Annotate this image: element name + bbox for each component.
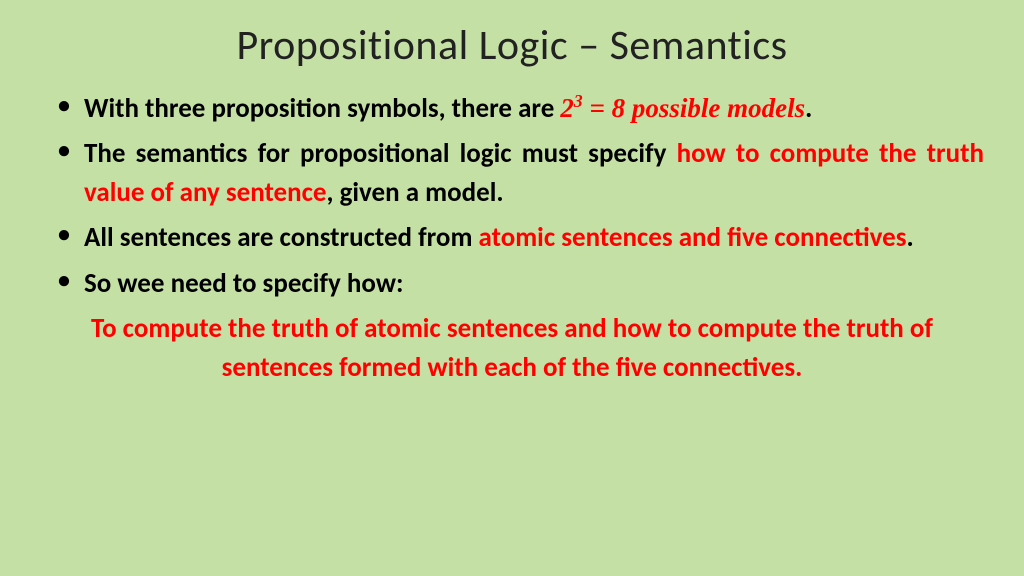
- b1-base: 2: [560, 93, 574, 123]
- b1-exponent: 3: [574, 91, 583, 111]
- b1-result: 8: [612, 93, 632, 123]
- b1-period: .: [805, 92, 812, 125]
- slide-title: Propositional Logic – Semantics: [40, 20, 984, 71]
- bullet-item-1: With three proposition symbols, there ar…: [50, 89, 984, 128]
- b3-lead-text: All sentences are constructed from: [84, 221, 479, 254]
- b4-text: So wee need to specify how:: [84, 267, 403, 300]
- b1-models: possible models: [632, 93, 805, 123]
- b3-highlight: atomic sentences and five connectives: [479, 221, 907, 254]
- bullet-item-3: All sentences are constructed from atomi…: [50, 218, 984, 257]
- bullet-list: With three proposition symbols, there ar…: [50, 89, 984, 303]
- b1-equals: =: [583, 93, 612, 123]
- b2-tail: , given a model.: [327, 176, 504, 209]
- bullet-item-2: The semantics for propositional logic mu…: [50, 134, 984, 212]
- conclusion-text: To compute the truth of atomic sentences…: [50, 309, 974, 387]
- bullet-item-4: So wee need to specify how:: [50, 264, 984, 303]
- b1-lead-text: With three proposition symbols, there ar…: [84, 92, 560, 125]
- b3-period: .: [907, 221, 914, 254]
- b2-lead-text: The semantics for propositional logic mu…: [84, 137, 677, 170]
- b1-math-expr: 23 = 8 possible models: [560, 93, 805, 123]
- slide-container: Propositional Logic – Semantics With thr…: [0, 0, 1024, 576]
